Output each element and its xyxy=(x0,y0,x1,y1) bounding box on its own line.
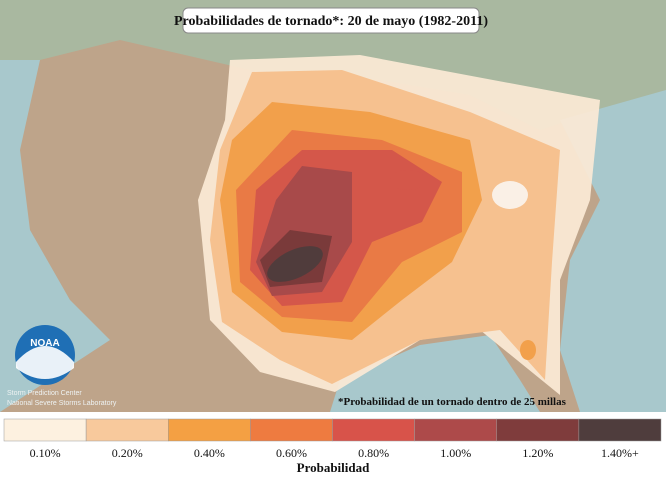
legend-swatch xyxy=(168,418,251,442)
credit: Storm Prediction Center xyxy=(7,390,82,397)
legend-label: 1.00% xyxy=(440,446,471,460)
pacific-ocean xyxy=(0,60,110,412)
legend-label: 0.40% xyxy=(194,446,225,460)
legend: Probabilidad 0.10% 0.20% 0.40% 0.60% 0.80% 1.… xyxy=(3,418,662,475)
gulf-of-mexico xyxy=(330,335,540,412)
legend-swatch xyxy=(332,418,415,442)
contour-140 xyxy=(267,246,323,282)
legend-label: 0.10% xyxy=(30,446,61,460)
legend-swatch xyxy=(85,418,169,442)
title: Probabilidades de tornado*: 20 de mayo (… xyxy=(174,14,488,29)
logo-text: NOAA xyxy=(30,338,59,349)
legend-label: 0.20% xyxy=(112,446,143,460)
legend-label: 0.60% xyxy=(276,446,307,460)
map: NOAA Storm Prediction Center National Se… xyxy=(0,0,666,412)
legend-swatch xyxy=(578,418,662,442)
legend-label: 0.80% xyxy=(358,446,389,460)
contour-080-east xyxy=(390,170,426,190)
legend-swatch xyxy=(250,418,333,442)
legend-label: 1.40%+ xyxy=(601,446,639,460)
legend-swatch xyxy=(496,418,580,442)
legend-swatch xyxy=(3,418,87,442)
lake xyxy=(492,181,528,209)
logo-gull xyxy=(16,346,74,379)
credit: National Severe Storms Laboratory xyxy=(7,400,117,407)
legend-title: Probabilidad xyxy=(297,460,371,475)
contour-florida xyxy=(520,340,536,360)
legend-swatch xyxy=(414,418,497,442)
footnote: *Probabilidad de un tornado dentro de 25… xyxy=(338,396,567,408)
legend-label: 1.20% xyxy=(522,446,553,460)
title-box xyxy=(182,7,480,34)
logo: NOAA xyxy=(15,325,75,385)
